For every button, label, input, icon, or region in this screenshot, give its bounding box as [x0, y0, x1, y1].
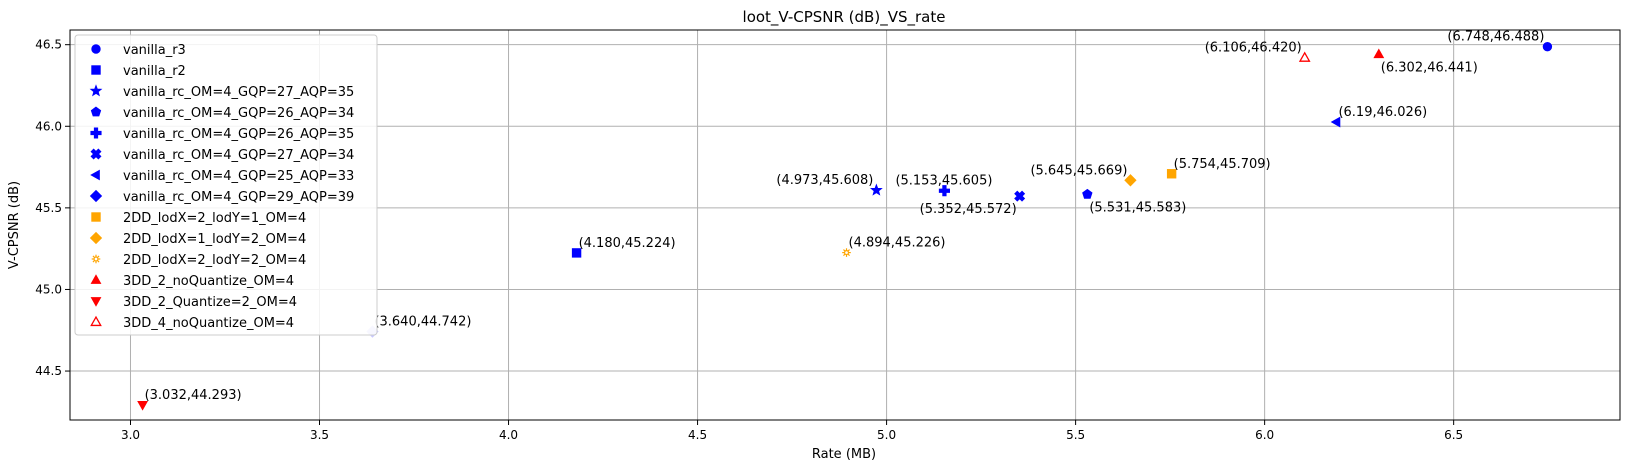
data-label: (3.032,44.293) — [145, 388, 242, 403]
y-axis-label: V-CPSNR (dB) — [7, 181, 22, 269]
legend-marker — [89, 84, 103, 97]
plot-frame — [69, 29, 1621, 421]
legend-marker — [90, 315, 102, 327]
legend-marker — [91, 44, 101, 54]
legend-label: 2DD_lodX=1_lodY=2_OM=4 — [123, 232, 306, 247]
y-tick-label: 45.0 — [35, 282, 62, 296]
data-point — [1014, 190, 1026, 202]
data-labels: (6.748,46.488) (4.180,45.224) (4.973,45.60… — [145, 30, 1545, 403]
data-label: (4.180,45.224) — [579, 236, 676, 251]
x-tick-label: 6.5 — [1444, 428, 1463, 442]
data-label: (6.748,46.488) — [1447, 30, 1544, 45]
legend-marker — [90, 297, 102, 307]
data-label: (5.352,45.572) — [920, 202, 1017, 217]
data-point — [1373, 48, 1385, 59]
legend-box — [74, 34, 378, 336]
x-tick-label: 5.0 — [877, 428, 896, 442]
data-label: (6.302,46.441) — [1381, 60, 1478, 75]
legend-label: vanilla_r2 — [123, 64, 186, 79]
x-axis-label: Rate (MB) — [812, 447, 876, 462]
data-point — [1082, 188, 1093, 199]
x-tick-label: 5.5 — [1066, 428, 1085, 442]
legend-label: vanilla_r3 — [123, 43, 186, 58]
data-label: (5.754,45.709) — [1174, 157, 1271, 172]
data-point — [938, 185, 950, 197]
x-tick-label: 4.5 — [688, 428, 707, 442]
x-tick-label: 3.0 — [121, 428, 140, 442]
y-tick-label: 44.5 — [35, 364, 62, 378]
legend-label: vanilla_rc_OM=4_GQP=29_AQP=39 — [123, 190, 354, 205]
legend-label: vanilla_rc_OM=4_GQP=27_AQP=35 — [123, 85, 354, 100]
data-label: (4.973,45.608) — [776, 173, 873, 188]
data-point — [137, 400, 149, 411]
data-label: (6.19,46.026) — [1338, 105, 1427, 120]
y-tick-label: 46.0 — [35, 119, 62, 133]
legend-marker — [90, 127, 102, 139]
data-point — [1542, 41, 1553, 52]
legend-label: 3DD_2_Quantize=2_OM=4 — [123, 295, 297, 310]
legend-marker — [89, 189, 103, 203]
x-tick-label: 6.0 — [1255, 428, 1274, 442]
data-point — [1330, 116, 1341, 128]
legend: vanilla_r3 vanilla_r2 vanilla_rc_OM=4_GQP=… — [74, 34, 378, 336]
data-point — [869, 183, 883, 196]
legend-label: 3DD_4_noQuantize_OM=4 — [123, 316, 294, 331]
data-label: (5.153,45.605) — [895, 174, 992, 189]
data-point — [1166, 169, 1177, 179]
legend-label: vanilla_rc_OM=4_GQP=26_AQP=35 — [123, 127, 354, 142]
legend-label: vanilla_rc_OM=4_GQP=27_AQP=34 — [123, 148, 354, 163]
y-tick-label: 45.5 — [35, 201, 62, 215]
y-tick-label: 46.5 — [35, 38, 62, 52]
legend-label: 2DD_lodX=2_lodY=1_OM=4 — [123, 211, 306, 226]
data-point — [842, 248, 851, 257]
legend-marker — [91, 254, 101, 264]
data-point — [571, 248, 582, 258]
legend-marker — [90, 169, 100, 181]
legend-label: vanilla_rc_OM=4_GQP=26_AQP=34 — [123, 106, 354, 121]
legend-label: vanilla_rc_OM=4_GQP=25_AQP=33 — [123, 169, 354, 184]
marker-center — [93, 256, 99, 262]
data-label: (4.894,45.226) — [849, 236, 946, 251]
data-label: (6.106,46.420) — [1205, 41, 1302, 56]
legend-marker — [91, 65, 101, 75]
legend-marker — [90, 148, 102, 160]
legend-label: 2DD_lodX=2_lodY=2_OM=4 — [123, 253, 306, 268]
data-point — [1298, 51, 1311, 62]
legend-label: 3DD_2_noQuantize_OM=4 — [123, 274, 294, 289]
legend-marker — [90, 274, 102, 284]
legend-marker — [90, 106, 102, 117]
marker-center — [843, 250, 850, 256]
x-tick-label: 3.5 — [310, 428, 329, 442]
chart-title: loot_V-CPSNR (dB)_VS_rate — [743, 8, 946, 27]
legend-marker — [89, 231, 103, 245]
legend-marker — [91, 212, 101, 222]
data-point — [1124, 174, 1137, 187]
axis-ticks: 3.0 3.5 4.0 4.5 5.0 5.5 6.0 6.5 44.5 45.0 45.5 46.0… — [35, 38, 1463, 442]
data-label: (5.531,45.583) — [1089, 200, 1186, 215]
data-label: (3.640,44.742) — [374, 315, 471, 330]
data-label: (5.645,45.669) — [1030, 163, 1127, 178]
x-tick-label: 4.0 — [499, 428, 518, 442]
